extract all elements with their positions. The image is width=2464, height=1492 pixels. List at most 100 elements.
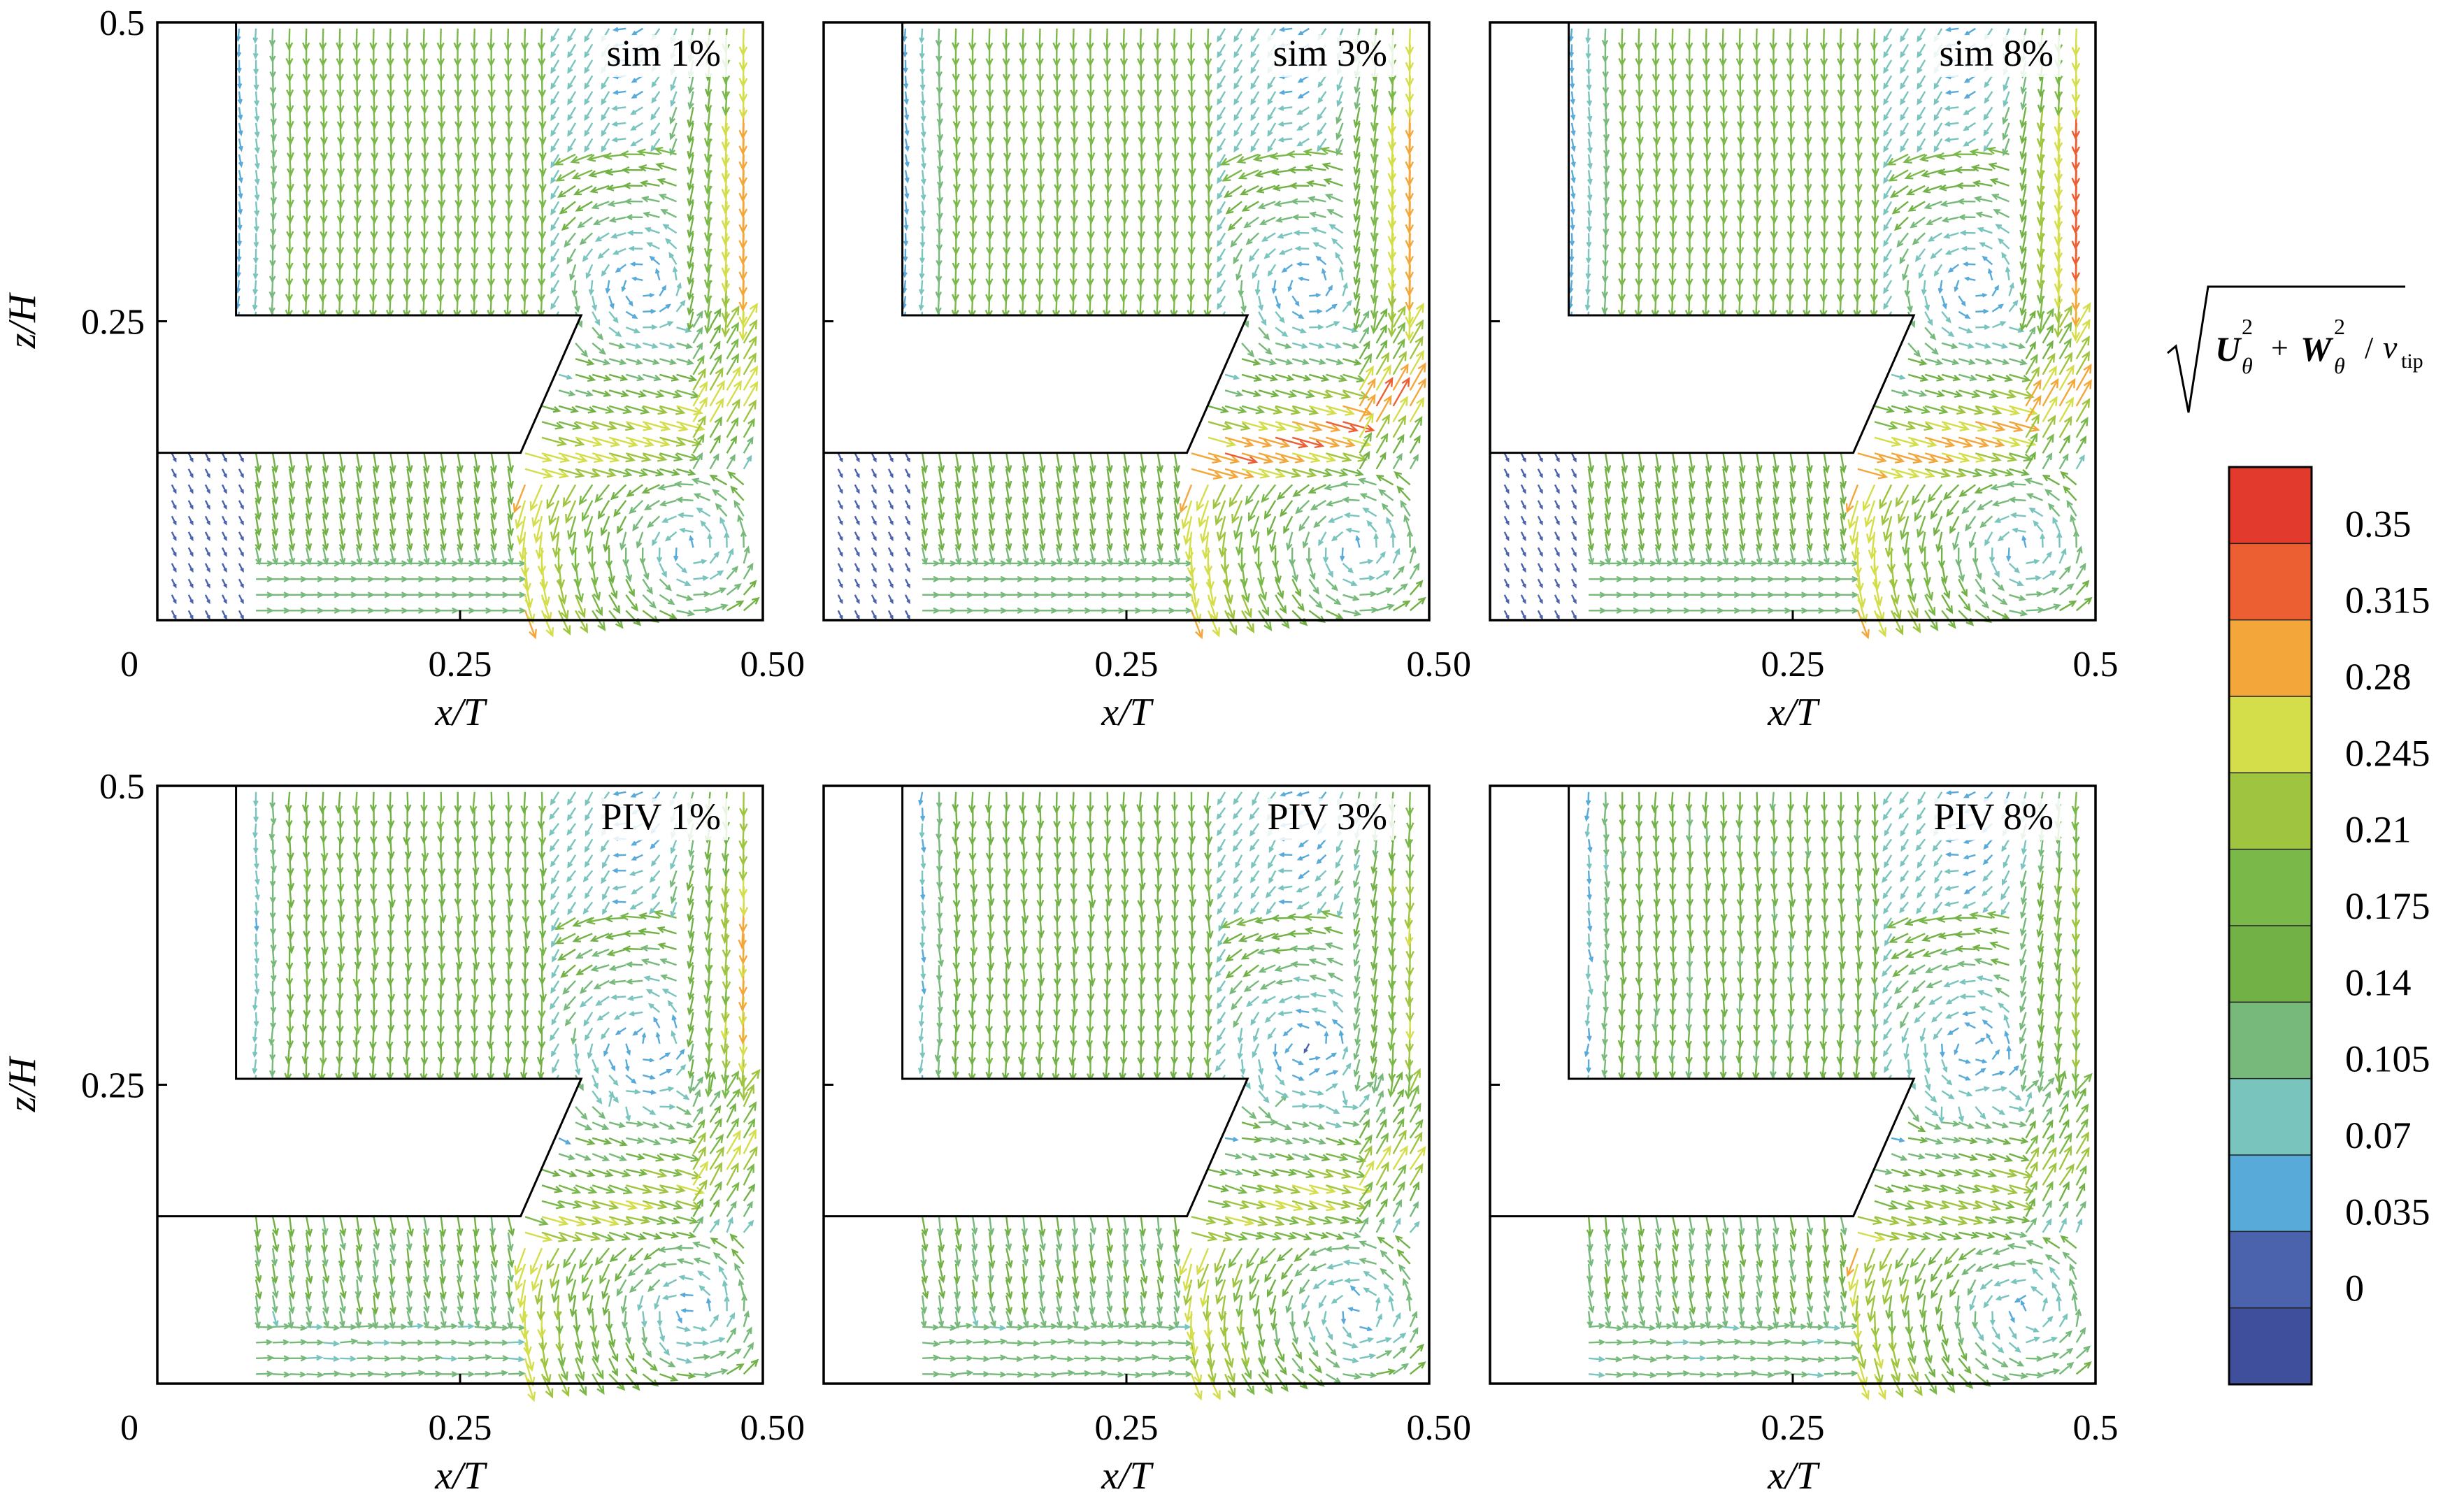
velocity-vector [439,28,442,50]
velocity-vector [1325,578,1338,591]
velocity-vector [255,122,259,136]
vector-arrowhead [255,465,262,474]
vector-arrowhead [238,177,243,184]
vector-arrowhead [471,89,479,99]
vector-arrowhead [336,89,345,99]
vector-arrowhead [240,568,244,573]
vector-arrowhead [417,560,426,567]
vector-arrowhead [454,247,462,256]
vector-arrowhead [240,489,244,494]
vector-arrowhead [223,457,227,463]
vector-arrowhead [319,262,327,272]
vector-arrowhead [206,520,210,526]
velocity-vector [1409,364,1426,391]
velocity-vector [238,185,242,198]
velocity-vector [1291,610,1308,626]
panel-3: sim 8%0 0.25 0.5x/T [1453,21,2119,734]
vector-arrowhead [422,480,430,489]
panel-2: sim 3%0 0.25 0.5x/T [787,21,1452,734]
vector-arrowhead [468,575,476,582]
vector-arrowhead [440,557,447,566]
vector-arrowhead [353,183,362,193]
vector-arrowhead [334,575,342,582]
vector-arrowhead [485,607,493,614]
vector-arrowhead [336,262,344,272]
vector-arrowhead [338,465,346,474]
vector-arrowhead [369,73,378,83]
vector-arrowhead [336,199,345,209]
vector-arrowhead [305,543,313,552]
velocity-vector [271,154,275,172]
vector-arrowhead [370,121,379,130]
vector-arrowhead [352,262,361,272]
velocity-vector [255,201,258,215]
velocity-vector [1139,28,1142,50]
velocity-vector [423,468,429,488]
vector-arrowhead [473,480,480,489]
vector-arrowhead [456,496,464,505]
vector-arrowhead [336,215,345,224]
vector-arrowhead [336,42,344,52]
vector-arrowhead [286,136,294,146]
velocity-vector [440,531,445,550]
vector-arrowhead [302,73,310,83]
vector-arrowhead [387,105,395,115]
velocity-vector [490,500,496,519]
velocity-vector [625,610,641,626]
vector-arrowhead [173,458,177,463]
vector-arrowhead [254,178,260,186]
vector-arrowhead [369,58,378,67]
vector-arrowhead [322,528,329,537]
velocity-vector [306,485,310,503]
vector-arrowhead [485,560,493,567]
velocity-vector [457,500,462,519]
velocity-vector [629,499,644,514]
vector-arrowhead [240,520,244,526]
vector-arrowhead [489,480,497,489]
vector-arrowhead [434,607,443,614]
vector-arrowhead [317,591,325,598]
vector-arrowhead [436,58,445,67]
velocity-vector [271,170,275,187]
vector-arrowhead [255,557,262,566]
velocity-vector [611,484,627,500]
vector-arrowhead [420,73,429,83]
vector-arrowhead [453,42,461,52]
vector-arrowhead [420,262,429,272]
vector-arrowhead [436,278,445,287]
vector-arrowhead [352,42,361,52]
vector-arrowhead [369,294,378,303]
vector-arrowhead [417,591,426,598]
vector-arrowhead [334,560,342,567]
x-axis-label: x/T [1101,691,1154,734]
velocity-vector [289,531,294,550]
velocity-vector [1382,503,1394,517]
velocity-vector [373,500,378,519]
vector-arrowhead [420,58,428,67]
velocity-vector [1173,28,1176,50]
vector-arrowhead [285,42,294,52]
vector-arrowhead [286,89,294,99]
vector-arrowhead [456,465,464,474]
vector-arrowhead [252,257,259,264]
vector-arrowhead [417,575,426,582]
vector-arrowhead [339,557,346,566]
velocity-vector [561,216,576,231]
vector-arrowhead [336,152,345,162]
velocity-vector [322,485,327,503]
vector-arrowhead [255,543,262,552]
vector-arrowhead [355,512,363,521]
velocity-vector [255,185,259,199]
vector-arrowhead [356,557,363,566]
velocity-vector [440,516,445,535]
vector-arrowhead [266,560,275,567]
x-tick-label: 0.25 [429,645,492,684]
velocity-vector [1296,499,1310,514]
vector-arrowhead [285,73,294,83]
velocity-vector [389,28,392,50]
vector-arrowhead [237,208,243,215]
vector-arrowhead [240,599,244,605]
vector-arrowhead [320,183,329,193]
velocity-vector [1705,28,1707,50]
velocity-vector [255,138,259,152]
